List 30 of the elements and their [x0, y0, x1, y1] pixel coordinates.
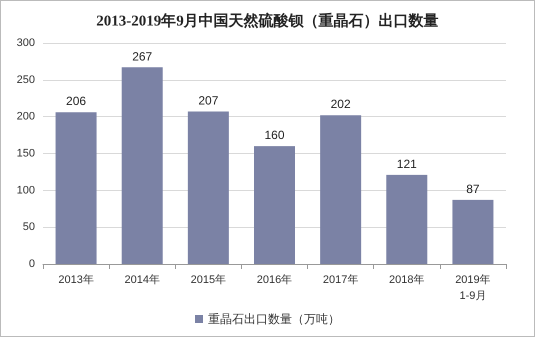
x-tick-label: 2017年 — [322, 274, 358, 286]
x-tick-label: 2013年 — [58, 274, 94, 286]
y-tick-label: 250 — [16, 74, 35, 86]
data-label: 207 — [198, 94, 219, 108]
x-tick-label: 2016年 — [256, 274, 292, 286]
x-tick-label: 2014年 — [124, 274, 160, 286]
y-tick-label: 300 — [16, 37, 35, 49]
bar — [254, 146, 296, 264]
chart-title: 2013-2019年9月中国天然硫酸钡（重晶石）出口数量 — [96, 12, 439, 30]
x-tick-label: 2018年 — [389, 274, 425, 286]
bar — [320, 115, 362, 264]
data-label: 160 — [264, 128, 285, 142]
data-label: 267 — [132, 49, 153, 64]
legend-label: 重晶石出口数量（万吨） — [208, 312, 340, 326]
y-tick-label: 150 — [16, 148, 35, 160]
data-label: 87 — [466, 182, 480, 196]
y-tick-label: 200 — [16, 110, 35, 123]
x-tick-label: 2015年 — [190, 274, 226, 286]
y-tick-label: 50 — [22, 221, 35, 234]
bar — [452, 200, 494, 264]
y-tick-label: 0 — [28, 258, 35, 270]
data-label: 206 — [66, 94, 86, 108]
bar — [122, 67, 163, 264]
x-tick-label: 2019年 1-9月 — [455, 274, 491, 302]
bar — [56, 112, 97, 264]
data-label: 121 — [396, 156, 418, 171]
bar — [386, 174, 428, 264]
bar — [188, 112, 229, 264]
data-label: 202 — [330, 97, 351, 112]
y-tick-label: 100 — [16, 184, 35, 196]
